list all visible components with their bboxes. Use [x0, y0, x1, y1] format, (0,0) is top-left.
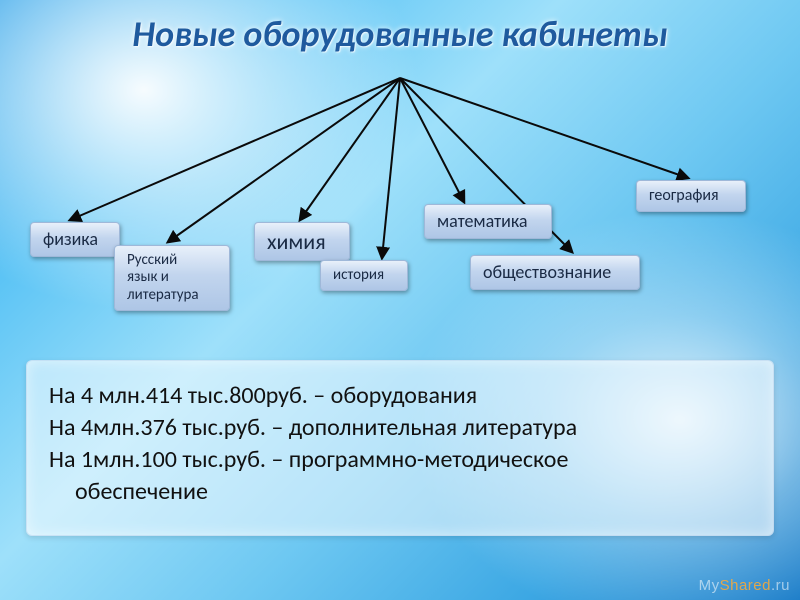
subjects-diagram: физикаРусскийязык илитература химияистори… — [0, 0, 800, 360]
watermark-post: .ru — [771, 577, 790, 594]
subject-social: обществознание — [470, 255, 640, 290]
subject-history: история — [320, 260, 408, 291]
subject-math: математика — [424, 204, 552, 239]
info-line-2: На 1млн.100 тыс.руб. – программно-методи… — [49, 445, 751, 474]
arrow-ruslit — [168, 78, 400, 242]
info-line-0: На 4 млн.414 тыс.800руб. – оборудования — [49, 381, 751, 410]
info-line-1: На 4млн.376 тыс.руб. – дополнительная ли… — [49, 413, 751, 442]
info-panel: На 4 млн.414 тыс.800руб. – оборудования Н… — [26, 360, 774, 536]
watermark-pre: My — [699, 577, 720, 594]
watermark: MyShared.ru — [699, 577, 790, 594]
info-line-3: обеспечение — [49, 477, 751, 506]
subject-ruslit: Русскийязык илитература — [114, 245, 230, 311]
subject-geography: география — [636, 180, 746, 212]
watermark-accent: Shared — [720, 577, 771, 594]
subject-chemistry: химия — [254, 222, 350, 261]
arrow-history — [382, 78, 400, 258]
subject-physics: физика — [30, 222, 120, 257]
